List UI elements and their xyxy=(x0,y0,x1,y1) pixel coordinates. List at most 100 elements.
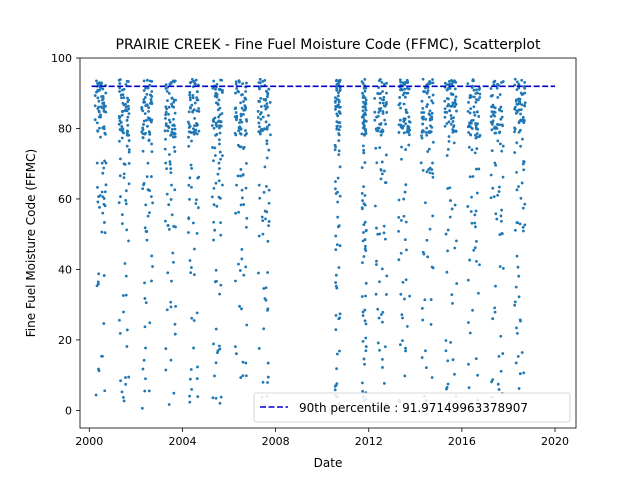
data-point xyxy=(361,389,365,393)
data-point xyxy=(475,239,478,243)
data-point xyxy=(472,111,476,114)
data-point xyxy=(245,216,249,220)
data-point xyxy=(173,127,177,131)
data-point xyxy=(216,172,220,176)
data-point xyxy=(258,87,261,91)
data-point xyxy=(214,268,218,272)
data-point xyxy=(99,113,102,117)
data-point xyxy=(472,88,476,92)
x-tick-label-2020: 2020 xyxy=(541,435,569,448)
data-point xyxy=(218,126,221,130)
data-point xyxy=(513,105,517,109)
data-point xyxy=(196,206,200,210)
data-point xyxy=(189,271,193,275)
data-point xyxy=(125,144,129,148)
data-point xyxy=(126,100,130,104)
data-point xyxy=(472,79,475,83)
data-point xyxy=(122,399,126,403)
data-point xyxy=(362,151,366,155)
data-point xyxy=(101,94,105,98)
data-point xyxy=(474,133,477,137)
data-point xyxy=(453,246,457,250)
data-point xyxy=(214,396,218,400)
data-point xyxy=(420,134,423,138)
data-point xyxy=(515,331,519,335)
data-point xyxy=(189,368,193,371)
data-point xyxy=(428,166,432,170)
data-point xyxy=(520,351,524,354)
data-point xyxy=(334,234,338,238)
data-point xyxy=(101,97,105,100)
data-point xyxy=(364,345,368,348)
data-point xyxy=(519,91,523,95)
data-point xyxy=(493,310,497,314)
data-point xyxy=(383,345,387,349)
data-point xyxy=(422,252,426,256)
data-point xyxy=(428,171,432,175)
data-point xyxy=(447,86,451,90)
data-point xyxy=(521,162,525,166)
data-point xyxy=(475,147,479,151)
data-point xyxy=(449,114,453,117)
data-point xyxy=(167,91,171,95)
data-point xyxy=(218,87,222,91)
data-point xyxy=(404,110,408,114)
data-point xyxy=(363,161,367,164)
data-point xyxy=(431,214,435,218)
data-point xyxy=(266,361,270,365)
data-point xyxy=(122,96,126,100)
data-point xyxy=(364,101,368,105)
data-point xyxy=(363,106,367,109)
data-point xyxy=(172,145,176,149)
data-point xyxy=(496,123,500,126)
data-point xyxy=(361,340,365,343)
data-point xyxy=(149,120,153,124)
data-point xyxy=(150,175,153,178)
data-point xyxy=(266,308,269,312)
data-point xyxy=(399,218,403,222)
data-point xyxy=(239,101,243,105)
data-point xyxy=(420,130,424,134)
data-point xyxy=(376,114,380,118)
data-point xyxy=(258,125,261,129)
data-point xyxy=(98,205,101,209)
data-point xyxy=(382,381,386,385)
data-point xyxy=(265,210,269,214)
data-point xyxy=(468,258,472,262)
data-point xyxy=(122,172,126,176)
data-point xyxy=(216,349,220,352)
data-point xyxy=(513,303,517,307)
data-point xyxy=(447,139,451,143)
data-point xyxy=(93,118,97,122)
data-point xyxy=(382,98,386,102)
data-point xyxy=(476,373,479,377)
data-point xyxy=(379,313,383,316)
data-point xyxy=(496,96,500,99)
data-point xyxy=(451,358,455,362)
data-point xyxy=(519,144,523,148)
data-point xyxy=(515,326,518,330)
data-point xyxy=(234,80,238,84)
data-point xyxy=(466,205,470,208)
data-point xyxy=(501,175,505,179)
data-point xyxy=(173,111,177,115)
data-point xyxy=(518,222,522,226)
data-point xyxy=(188,91,192,94)
data-point xyxy=(523,87,527,90)
data-point xyxy=(424,117,428,121)
data-point xyxy=(124,382,128,386)
data-point xyxy=(218,142,221,146)
data-point xyxy=(408,294,411,298)
data-point xyxy=(256,116,260,119)
data-point xyxy=(240,257,244,261)
data-point xyxy=(163,147,167,151)
data-point xyxy=(127,182,131,186)
data-point xyxy=(335,367,338,371)
data-point xyxy=(127,239,130,243)
data-point xyxy=(99,115,102,119)
data-point xyxy=(150,102,154,106)
data-point xyxy=(385,274,389,278)
data-point xyxy=(169,305,173,309)
data-point xyxy=(336,114,340,118)
data-point xyxy=(377,316,381,320)
